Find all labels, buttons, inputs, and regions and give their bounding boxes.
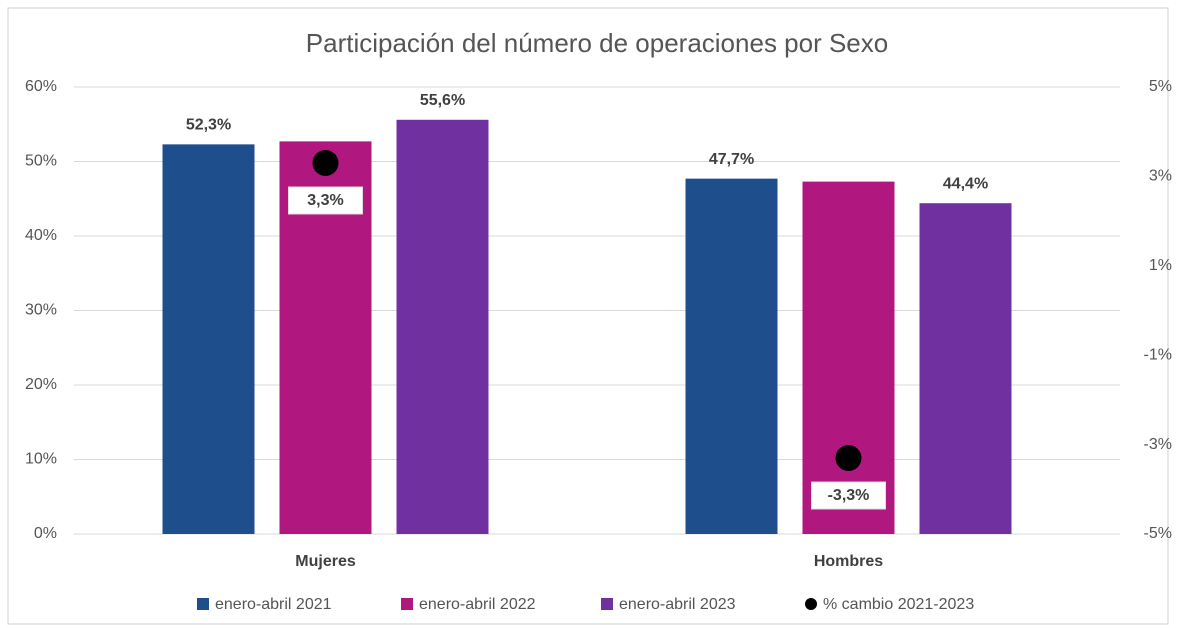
- y-tick-label: 40%: [25, 227, 57, 244]
- bar: [919, 203, 1012, 534]
- legend-label: enero-abril 2022: [419, 596, 536, 613]
- y2-tick-label: 3%: [1149, 168, 1172, 185]
- data-label: 47,7%: [709, 151, 754, 168]
- chart-title: Participación del número de operaciones …: [306, 28, 888, 58]
- y2-tick-label: -5%: [1144, 525, 1172, 542]
- legend-marker: [601, 598, 613, 610]
- y2-tick-label: 5%: [1149, 78, 1172, 95]
- data-label-box: [811, 481, 886, 510]
- y-tick-label: 10%: [25, 451, 57, 468]
- y-tick-label: 30%: [25, 302, 57, 319]
- data-label: -3,3%: [828, 487, 870, 504]
- bar: [802, 181, 895, 535]
- legend-label: enero-abril 2023: [619, 596, 736, 613]
- legend-marker: [401, 598, 413, 610]
- x-tick-label: Hombres: [814, 553, 883, 570]
- y-tick-label: 50%: [25, 153, 57, 170]
- y2-tick-label: 1%: [1149, 257, 1172, 274]
- legend-marker: [197, 598, 209, 610]
- legend-label: % cambio 2021-2023: [823, 596, 974, 613]
- y2-tick-label: -3%: [1144, 436, 1172, 453]
- legend-label: enero-abril 2021: [215, 596, 332, 613]
- data-label-box: [288, 186, 363, 215]
- y-tick-label: 60%: [25, 78, 57, 95]
- x-tick-label: Mujeres: [295, 553, 356, 570]
- bar: [162, 144, 255, 535]
- change-dot: [312, 149, 339, 176]
- change-dot: [835, 445, 862, 472]
- y2-tick-label: -1%: [1144, 346, 1172, 363]
- data-label: 3,3%: [307, 192, 343, 209]
- bar: [396, 119, 489, 534]
- bar: [685, 178, 778, 534]
- data-label: 52,3%: [186, 117, 231, 134]
- y-tick-label: 20%: [25, 376, 57, 393]
- data-label: 55,6%: [420, 92, 465, 109]
- data-label: 44,4%: [943, 175, 988, 192]
- legend-marker: [805, 598, 817, 610]
- y-tick-label: 0%: [34, 525, 57, 542]
